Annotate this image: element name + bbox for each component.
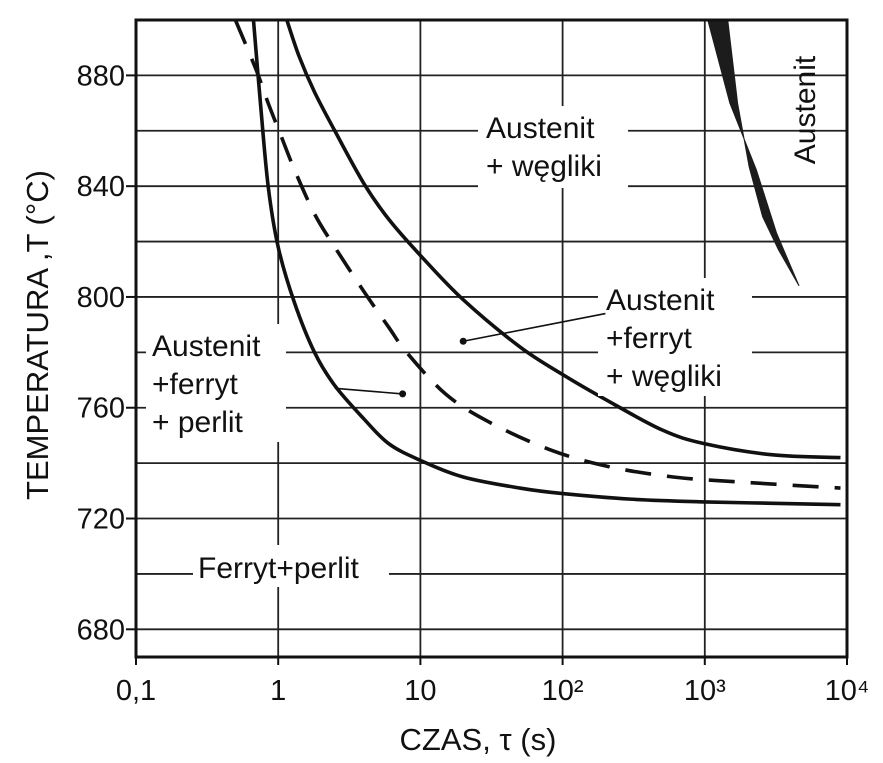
- austenite-band-shape: [707, 20, 800, 287]
- austenite-band: [707, 20, 800, 287]
- y-tick-label: 840: [77, 171, 125, 203]
- leader-line-1: [463, 312, 606, 343]
- x-tick-label: 10³: [684, 675, 726, 707]
- leader-dot-2: [399, 390, 407, 398]
- series-line-1: [251, 20, 841, 507]
- leader-lines: [334, 312, 606, 398]
- austenit-top-label: Austenit: [789, 55, 822, 164]
- y-tick-label: 760: [77, 393, 125, 425]
- austenit-ferryt-perlit-label-line2: +ferryt: [152, 368, 239, 401]
- series-line-2: [233, 20, 841, 490]
- x-tick-label: 10²: [542, 675, 584, 707]
- x-tick-labels: 0,1 1 10 10² 10³ 10⁴: [116, 675, 870, 707]
- y-tick-label: 800: [77, 282, 125, 314]
- x-tick-label: 1: [270, 675, 286, 707]
- leader-line-2: [334, 387, 403, 395]
- austenit-ferryt-weglik-label-line1: Austenit: [606, 284, 715, 317]
- x-tick-label: 0,1: [116, 675, 156, 707]
- austenit-weglik-label-line1: Austenit: [486, 112, 595, 145]
- x-axis-title: CZAS, τ (s): [400, 722, 557, 757]
- y-tick-label: 680: [77, 614, 125, 646]
- austenit-ferryt-weglik-label-line3: + węgliki: [606, 360, 722, 393]
- plot-frame: [134, 18, 849, 659]
- y-tick-label: 880: [77, 60, 125, 92]
- y-tick-labels: 680 720 760 800 840 880: [77, 60, 125, 646]
- y-tick-label: 720: [77, 504, 125, 536]
- x-tick-label: 10⁴: [825, 675, 870, 707]
- leader-dot-1: [459, 337, 467, 345]
- austenit-ferryt-perlit-label-line3: + perlit: [152, 406, 244, 439]
- series-group: [233, 20, 841, 507]
- austenit-weglik-label-line2: + węgliki: [486, 150, 602, 183]
- x-tick-label: 10: [404, 675, 436, 707]
- ferryt-perlit-label: Ferryt+perlit: [198, 552, 360, 585]
- austenit-ferryt-weglik-label-line2: +ferryt: [606, 322, 693, 355]
- region-labels: Austenit Austenit + węgliki Austenit +fe…: [146, 55, 822, 587]
- austenit-ferryt-perlit-label-line1: Austenit: [152, 330, 261, 363]
- series-line-3: [285, 20, 841, 460]
- y-axis-title: TEMPERATURA ,T (°C): [20, 170, 55, 500]
